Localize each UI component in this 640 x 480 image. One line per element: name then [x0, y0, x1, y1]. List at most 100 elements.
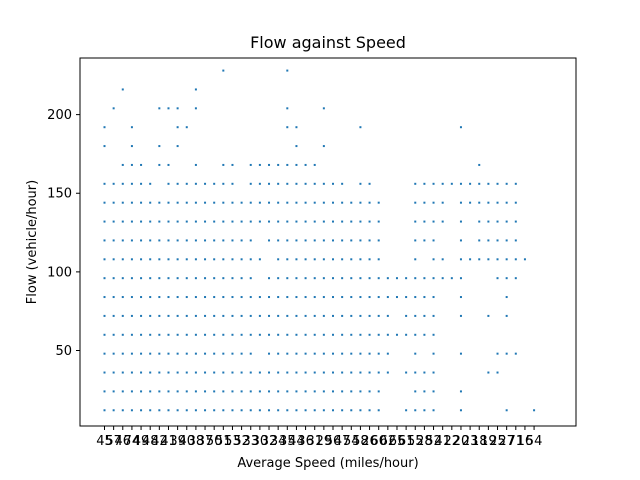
x-tick-label: 34	[270, 434, 287, 449]
data-point	[204, 277, 207, 280]
data-point	[240, 409, 243, 412]
data-point	[149, 239, 152, 242]
data-point	[130, 333, 133, 336]
data-point	[204, 220, 207, 223]
data-point	[414, 390, 417, 393]
data-point	[304, 352, 307, 355]
data-point	[377, 333, 380, 336]
data-point	[395, 277, 398, 280]
data-point	[322, 352, 325, 355]
data-point	[176, 333, 179, 336]
data-point	[414, 314, 417, 317]
data-point	[359, 258, 362, 261]
data-point	[487, 239, 490, 242]
data-point	[103, 258, 106, 261]
data-point	[194, 182, 197, 185]
data-point	[249, 220, 252, 223]
data-point	[176, 201, 179, 204]
data-point	[322, 201, 325, 204]
data-point	[121, 296, 124, 299]
x-tick-label: 55	[407, 434, 424, 449]
data-point	[350, 333, 353, 336]
data-point	[258, 333, 261, 336]
data-point	[167, 296, 170, 299]
data-point	[158, 258, 161, 261]
data-point	[359, 409, 362, 412]
data-point	[341, 258, 344, 261]
x-tick-label: 18	[471, 434, 488, 449]
data-point	[350, 409, 353, 412]
data-point	[322, 182, 325, 185]
data-point	[395, 296, 398, 299]
data-point	[377, 277, 380, 280]
data-point	[176, 239, 179, 242]
data-point	[149, 314, 152, 317]
data-point	[377, 409, 380, 412]
data-point	[359, 296, 362, 299]
data-point	[322, 409, 325, 412]
data-point	[350, 201, 353, 204]
data-point	[167, 314, 170, 317]
data-point	[478, 258, 481, 261]
data-point	[121, 409, 124, 412]
data-point	[423, 296, 426, 299]
data-point	[112, 314, 115, 317]
data-point	[295, 277, 298, 280]
data-point	[523, 258, 526, 261]
data-point	[332, 182, 334, 185]
data-point	[286, 182, 289, 185]
data-point	[405, 277, 408, 280]
data-point	[130, 390, 133, 393]
data-point	[268, 333, 271, 336]
data-point	[194, 107, 197, 110]
data-point	[121, 371, 124, 374]
data-point	[313, 371, 316, 374]
data-point	[295, 296, 298, 299]
data-point	[167, 239, 170, 242]
data-point	[341, 409, 344, 412]
data-point	[204, 258, 207, 261]
data-point	[359, 390, 362, 393]
data-point	[103, 333, 106, 336]
data-point	[130, 239, 133, 242]
data-point	[359, 352, 362, 355]
data-point	[130, 201, 133, 204]
data-point	[295, 333, 298, 336]
data-point	[295, 409, 298, 412]
x-tick-label: 23	[462, 434, 479, 449]
data-point	[432, 296, 435, 299]
data-point	[359, 314, 362, 317]
data-point	[350, 371, 353, 374]
data-point	[130, 277, 133, 280]
data-point	[432, 371, 435, 374]
x-tick-label: 52	[425, 434, 442, 449]
data-point	[112, 258, 115, 261]
x-tick-label: 49	[133, 434, 150, 449]
data-point	[213, 352, 216, 355]
x-tick-label: 50	[206, 434, 223, 449]
data-point	[341, 390, 344, 393]
data-point	[496, 258, 499, 261]
data-point	[304, 371, 307, 374]
data-point	[295, 126, 298, 129]
data-point	[103, 277, 106, 280]
data-point	[277, 163, 280, 166]
data-point	[386, 333, 389, 336]
data-point	[185, 352, 188, 355]
data-point	[341, 277, 344, 280]
data-point	[332, 277, 334, 280]
data-point	[487, 314, 490, 317]
data-point	[167, 352, 170, 355]
data-point	[194, 352, 197, 355]
x-tick-label: 28	[416, 434, 433, 449]
data-point	[313, 220, 316, 223]
data-point	[258, 163, 261, 166]
x-tick-label: 51	[215, 434, 232, 449]
data-point	[441, 201, 444, 204]
data-point	[313, 314, 316, 317]
data-point	[204, 314, 207, 317]
data-point	[386, 314, 389, 317]
x-tick-label: 38	[188, 434, 205, 449]
data-point	[103, 145, 106, 148]
data-point	[112, 182, 115, 185]
